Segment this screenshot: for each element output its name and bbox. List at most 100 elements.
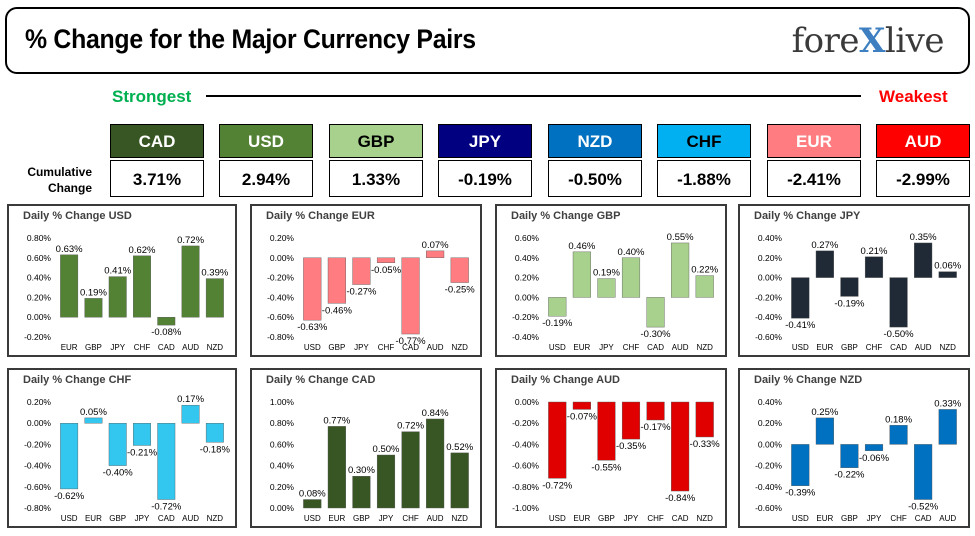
bar-cad <box>157 423 176 500</box>
x-tick-label: CAD <box>158 514 175 523</box>
x-tick-label: NZD <box>451 514 468 523</box>
logo-text: foreXlive <box>791 21 945 61</box>
x-tick-label: AUD <box>427 514 444 523</box>
data-label: 0.25% <box>811 407 838 418</box>
y-tick-label: -0.20% <box>512 418 539 428</box>
y-tick-label: -0.60% <box>267 312 294 322</box>
x-tick-label: CHF <box>134 343 151 352</box>
y-tick-label: 0.40% <box>270 461 295 471</box>
data-label: 0.84% <box>422 408 449 419</box>
data-label: 0.08% <box>299 489 326 500</box>
x-tick-label: JPY <box>379 514 394 523</box>
x-tick-label: CHF <box>647 514 664 523</box>
bar-chart: 0.40% 0.20% 0.00% -0.20% -0.40% -0.60%-0.41% U… <box>755 232 962 352</box>
logo-part1: fore <box>791 21 860 61</box>
data-label: -0.63% <box>297 322 328 333</box>
x-tick-label: GBP <box>841 514 858 523</box>
currency-header-aud: AUD <box>876 124 970 158</box>
y-tick-label: 0.00% <box>758 439 783 449</box>
data-label: -0.08% <box>151 327 182 338</box>
bar-chf <box>133 255 151 318</box>
y-tick-label: 1.00% <box>270 397 295 407</box>
bar-jpy <box>376 454 396 509</box>
data-label: -0.27% <box>346 287 377 298</box>
y-tick-label: 0.60% <box>27 253 52 263</box>
y-tick-label: 0.00% <box>270 253 295 263</box>
bar-gbp <box>327 257 346 304</box>
data-label: 0.19% <box>593 268 620 279</box>
y-tick-label: -0.60% <box>755 332 782 342</box>
x-tick-label: AUD <box>182 343 199 352</box>
data-label: 0.33% <box>934 398 961 409</box>
bar-jpy <box>133 423 151 446</box>
x-tick-label: USD <box>792 343 809 352</box>
strongest-label: Strongest <box>112 87 192 106</box>
data-label: -0.22% <box>834 470 865 481</box>
x-tick-label: EUR <box>85 514 102 523</box>
data-label: -0.19% <box>834 298 865 309</box>
x-tick-label: EUR <box>573 343 590 352</box>
bar-usd <box>303 499 322 509</box>
bar-chf <box>889 425 908 445</box>
y-tick-label: -0.60% <box>24 482 51 492</box>
data-label: -0.06% <box>859 453 890 464</box>
data-label: -0.72% <box>151 502 182 513</box>
bar-usd <box>791 277 810 319</box>
logo-part2: live <box>884 21 945 61</box>
x-tick-label: USD <box>549 343 566 352</box>
bar-chart: 0.40% 0.20% 0.00% -0.20% -0.40% -0.60%-0.39% U… <box>755 397 962 523</box>
y-tick-label: -1.00% <box>512 503 539 513</box>
x-tick-label: NZD <box>696 343 713 352</box>
data-label: 0.46% <box>568 241 595 252</box>
bar-cad <box>671 401 690 492</box>
y-tick-label: -0.80% <box>24 503 51 513</box>
data-label: -0.84% <box>665 493 696 504</box>
bar-gbp <box>108 423 127 466</box>
x-tick-label: CHF <box>402 514 419 523</box>
bar-nzd <box>695 401 714 438</box>
chart-title: Daily % Change AUD <box>511 374 621 386</box>
data-label: 0.17% <box>177 394 204 405</box>
bar-aud <box>938 409 957 445</box>
x-tick-label: JPY <box>624 514 639 523</box>
bar-chart: 0.20% 0.00% -0.20% -0.40% -0.60% -0.80%-0.63%… <box>267 233 475 352</box>
x-tick-label: AUD <box>182 514 199 523</box>
data-label: -0.18% <box>200 444 231 455</box>
bar-aud <box>671 242 690 298</box>
y-tick-label: -0.40% <box>512 439 539 449</box>
x-tick-label: EUR <box>816 343 833 352</box>
data-label: 0.72% <box>397 421 424 432</box>
data-label: -0.30% <box>641 329 672 340</box>
currency-header-eur: EUR <box>767 124 861 158</box>
data-label: -0.35% <box>616 441 647 452</box>
x-tick-label: CAD <box>672 514 689 523</box>
y-tick-label: 0.60% <box>270 439 295 449</box>
bar-chart: 0.60% 0.40% 0.20% 0.00% -0.20% -0.40%-0.19% US… <box>512 232 719 352</box>
data-label: -0.52% <box>908 502 939 513</box>
bar-nzd <box>450 452 469 509</box>
data-label: 0.21% <box>861 246 888 257</box>
x-tick-label: GBP <box>85 343 102 352</box>
bar-chart: 0.20% 0.00% -0.20% -0.40% -0.60% -0.80%-0.62%… <box>24 394 231 523</box>
x-tick-label: CAD <box>915 514 932 523</box>
y-tick-label: 0.60% <box>515 233 540 243</box>
chart-panel-2: Daily % Change EUR 0.20% 0.00% -0.20% -0.40%… <box>250 204 482 357</box>
data-label: 0.40% <box>618 247 645 258</box>
cumulative-change-label: Cumulative Change <box>10 164 92 196</box>
data-label: 0.27% <box>811 240 838 251</box>
bar-jpy <box>597 278 616 298</box>
y-tick-label: 0.20% <box>758 253 783 263</box>
x-tick-label: CHF <box>866 343 883 352</box>
x-tick-label: JPY <box>135 514 150 523</box>
bar-usd <box>791 444 810 486</box>
y-tick-label: 0.00% <box>27 418 52 428</box>
bar-cad <box>889 277 908 328</box>
x-tick-label: AUD <box>427 343 444 352</box>
currency-cumulative-eur: -2.41% <box>767 160 861 197</box>
currency-cumulative-chf: -1.88% <box>657 160 751 197</box>
y-tick-label: 0.20% <box>758 418 783 428</box>
data-label: 0.52% <box>446 442 473 453</box>
y-tick-label: 0.00% <box>270 503 295 513</box>
bar-jpy <box>621 401 641 440</box>
bar-chart: 0.00% -0.20% -0.40% -0.60% -0.80% -1.00% -0.72… <box>512 397 720 523</box>
